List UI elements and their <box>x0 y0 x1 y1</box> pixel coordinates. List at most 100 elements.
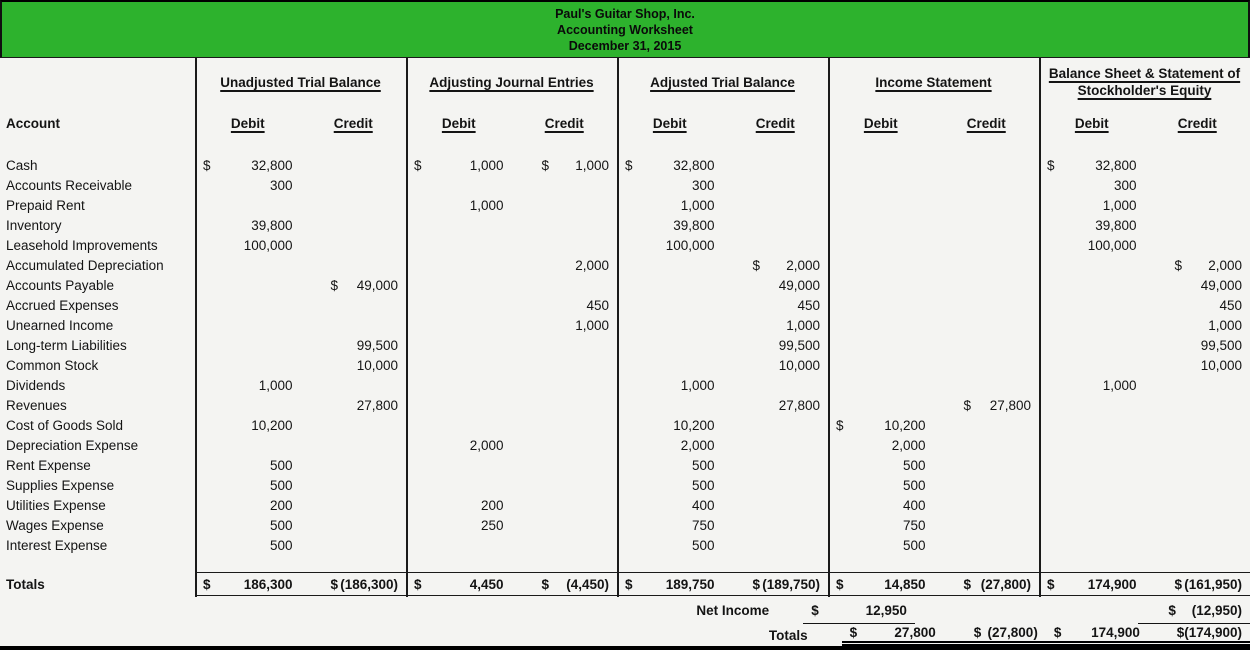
amount: (12,950) <box>1191 602 1243 618</box>
credit-cell: 1,000 <box>512 315 618 335</box>
atb-debit-header: Debit <box>652 115 687 131</box>
debit-cell <box>828 315 934 335</box>
debit-cell <box>406 175 512 195</box>
final-totals-cells: $27,800 $ (27,800) $174,900 $ (174,900) <box>841 624 1250 646</box>
table-row: Accumulated Depreciation 2,000 $2,000 $2,00… <box>0 255 1250 275</box>
debit-cell: $14,850 <box>828 573 934 595</box>
net-income-bs-credit: $ (12,950) <box>1138 597 1250 624</box>
table-body: Cash $32,800 $1,000 $1,000 $32,800 $32,800 Acc… <box>0 155 1250 555</box>
credit-cell <box>723 235 829 255</box>
credit-cell <box>301 375 407 395</box>
amount: 39,800 <box>1095 217 1137 233</box>
table-row: Accounts Receivable 300 300 300 <box>0 175 1250 195</box>
debit-cell: 400 <box>828 495 934 515</box>
dollar-sign: $ <box>330 277 339 293</box>
table-row: Rent Expense 500 500 500 <box>0 455 1250 475</box>
credit-cell <box>934 155 1040 175</box>
debit-cell: 500 <box>195 455 301 475</box>
dollar-sign: $ <box>1174 576 1183 592</box>
credit-cell <box>934 175 1040 195</box>
debit-cell: 1,000 <box>1039 195 1145 215</box>
table-row: Leasehold Improvements 100,000 100,000 100,… <box>0 235 1250 255</box>
debit-cell <box>195 255 301 275</box>
worksheet-table: Unadjusted Trial Balance Adjusting Journ… <box>0 57 1250 597</box>
credit-cell <box>301 475 407 495</box>
is-credit-header: Credit <box>966 115 1006 131</box>
dollar-sign: $ <box>1176 625 1185 640</box>
dollar-sign: $ <box>811 602 819 618</box>
credit-cell <box>934 335 1040 355</box>
debit-cell: 200 <box>195 495 301 515</box>
company-name: Paul's Guitar Shop, Inc. <box>555 6 695 21</box>
credit-cell: 10,000 <box>301 355 407 375</box>
amount: 500 <box>269 537 293 553</box>
dollar-sign: $ <box>752 576 761 592</box>
net-income-row: Net Income $12,950 $ (12,950) <box>0 597 1250 624</box>
amount: (174,900) <box>1184 625 1243 640</box>
debit-cell <box>617 255 723 275</box>
debit-cell: 39,800 <box>617 215 723 235</box>
worksheet-date: December 31, 2015 <box>568 38 682 53</box>
debit-cell <box>828 195 934 215</box>
debit-cell <box>406 415 512 435</box>
debit-cell <box>828 215 934 235</box>
dollar-sign: $ <box>973 625 982 640</box>
credit-cell: $ (4,450) <box>512 573 618 595</box>
dollar-sign: $ <box>541 576 550 592</box>
amount: 2,000 <box>1208 257 1242 273</box>
dollar-sign: $ <box>330 576 339 592</box>
debit-cell <box>195 315 301 335</box>
credit-cell <box>301 155 407 175</box>
amount: 500 <box>691 537 715 553</box>
debit-cell <box>828 355 934 375</box>
account-cell: Rent Expense <box>6 457 91 473</box>
debit-cell <box>406 315 512 335</box>
table-row: Dividends 1,000 1,000 1,000 <box>0 375 1250 395</box>
account-cell: Dividends <box>6 377 66 393</box>
account-cell: Common Stock <box>6 357 99 373</box>
dollar-sign: $ <box>203 576 211 592</box>
debit-cell: $189,750 <box>617 573 723 595</box>
dollar-sign: $ <box>541 157 550 173</box>
group-header-spacer <box>0 58 195 106</box>
is-debit-header: Debit <box>863 115 898 131</box>
group-header-income-statement: Income Statement <box>875 74 992 90</box>
debit-cell: $32,800 <box>1039 155 1145 175</box>
dollar-sign: $ <box>963 576 972 592</box>
credit-cell: 10,000 <box>1145 355 1250 375</box>
credit-cell <box>1145 535 1250 555</box>
debit-cell <box>1039 315 1145 335</box>
debit-credit-headers: Debit Credit Debit Credit Debit Credit D… <box>195 106 1250 140</box>
account-cell: Supplies Expense <box>6 477 115 493</box>
amount: 10,200 <box>673 417 715 433</box>
credit-cell: $27,800 <box>934 395 1040 415</box>
credit-cell <box>723 195 829 215</box>
dollar-sign: $ <box>752 257 761 273</box>
amount: 186,300 <box>243 576 293 592</box>
debit-cell <box>1039 515 1145 535</box>
amount: 10,200 <box>884 417 926 433</box>
totals-cells: $186,300 $ (186,300) $4,450 $ (4,450) $189,750… <box>195 572 1250 596</box>
credit-cell: 49,000 <box>723 275 829 295</box>
debit-cell: 500 <box>195 515 301 535</box>
credit-cell <box>723 215 829 235</box>
debit-cell <box>1039 255 1145 275</box>
credit-cell <box>512 215 618 235</box>
amount: 500 <box>269 517 293 533</box>
credit-cell <box>723 455 829 475</box>
amount: 174,900 <box>1087 576 1137 592</box>
table-row: Unearned Income 1,000 1,000 1,000 <box>0 315 1250 335</box>
debit-cell <box>406 235 512 255</box>
amount: (27,800) <box>987 625 1038 640</box>
group-header-balance-sheet: Balance Sheet & Statement of Stockholder… <box>1048 66 1241 98</box>
credit-cell: 450 <box>512 295 618 315</box>
atb-credit-header: Credit <box>755 115 795 131</box>
credit-cell <box>934 435 1040 455</box>
amount: 100,000 <box>243 237 293 253</box>
debit-cell: 10,200 <box>617 415 723 435</box>
utb-credit-header: Credit <box>333 115 373 131</box>
debit-cell <box>1039 395 1145 415</box>
totals-label: Totals <box>6 576 45 592</box>
debit-cell <box>1039 475 1145 495</box>
credit-cell <box>512 475 618 495</box>
